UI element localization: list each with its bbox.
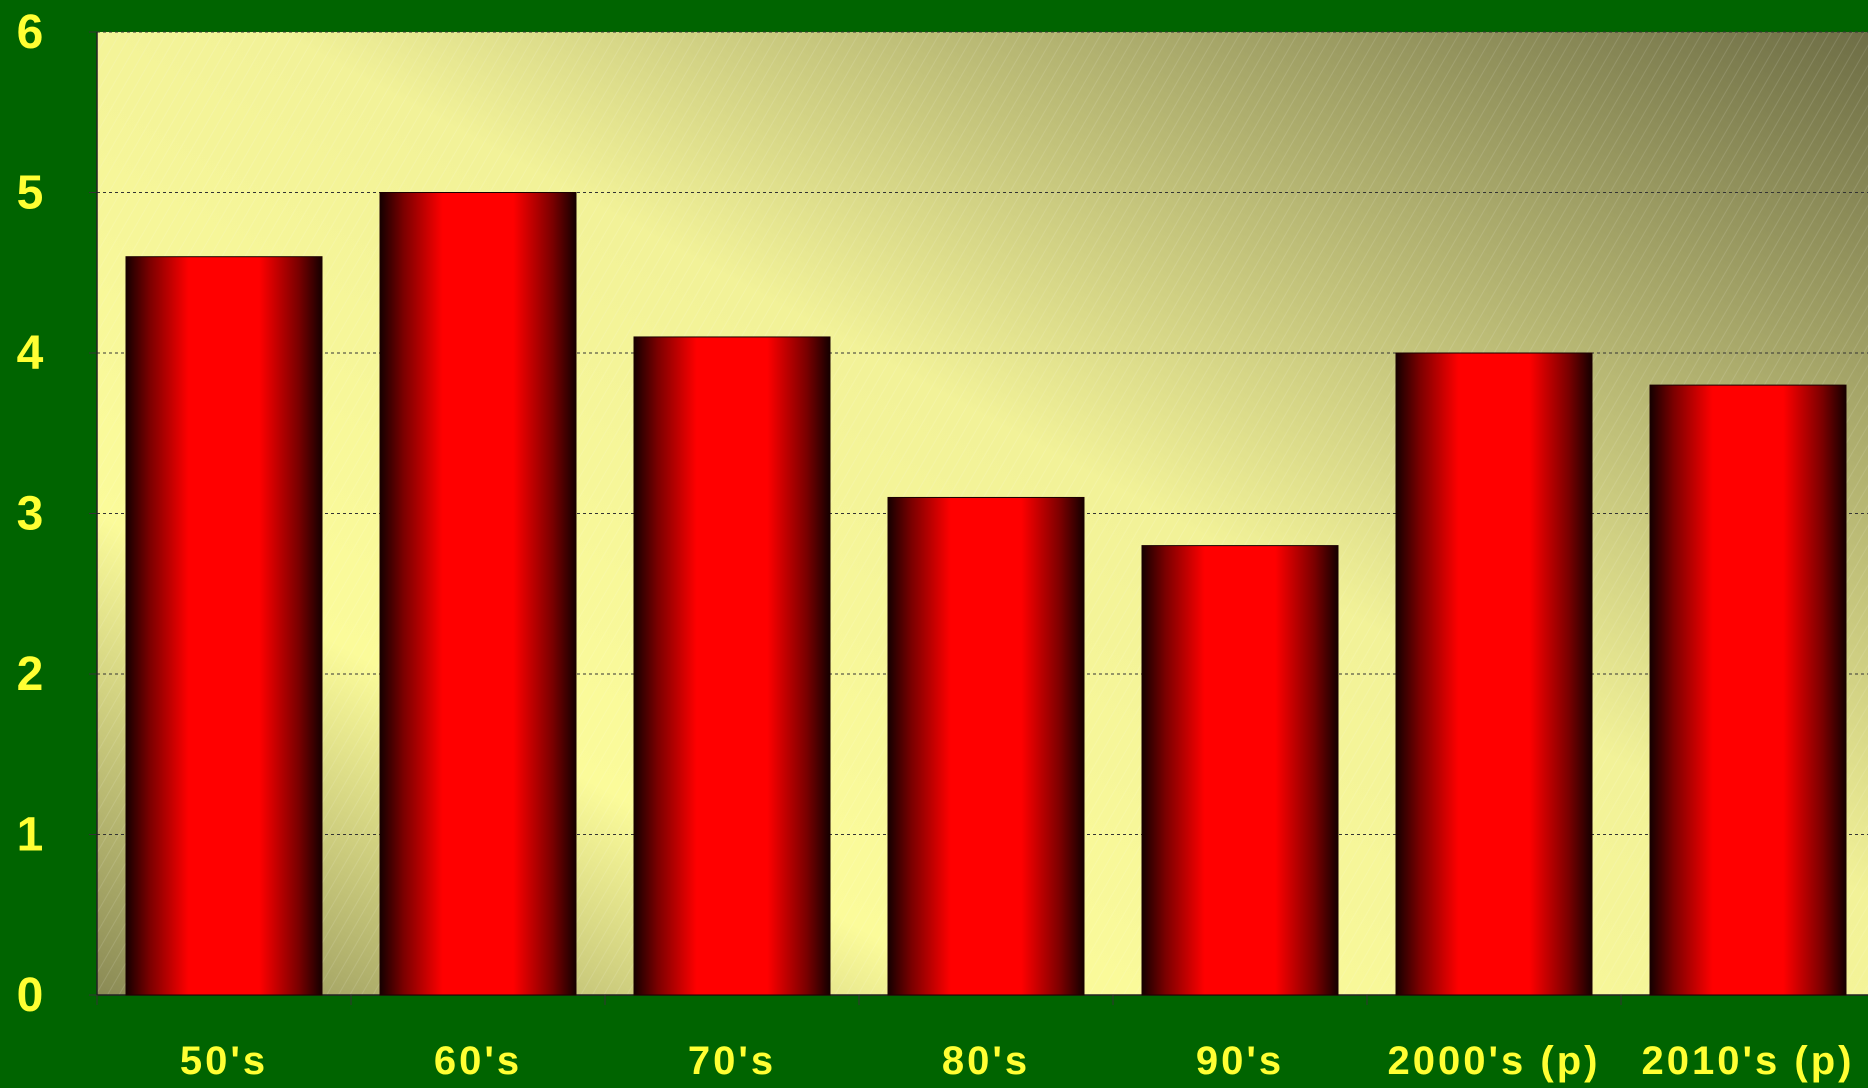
x-tick-label: 80's <box>942 1039 1030 1083</box>
bar-60-s <box>379 192 577 996</box>
bar-70-s <box>633 336 831 996</box>
x-tick-label: 2010's (p) <box>1642 1039 1855 1083</box>
x-tick-label: 60's <box>434 1039 522 1083</box>
y-tick-label: 6 <box>17 6 44 59</box>
x-tick-label: 90's <box>1196 1039 1284 1083</box>
bar-80-s <box>887 496 1085 996</box>
y-tick-labels: 0 1 2 3 4 5 6 <box>17 6 44 1022</box>
x-tick-label: 2000's (p) <box>1388 1039 1601 1083</box>
y-tick-label: 1 <box>17 809 44 862</box>
bar-2000-s-p <box>1395 352 1593 996</box>
y-tick-label: 5 <box>17 167 44 220</box>
y-tick-label: 0 <box>17 969 44 1022</box>
bar-50-s <box>125 256 323 996</box>
bar-90-s <box>1141 545 1339 996</box>
x-tick-labels: 50's 60's 70's 80's 90's 2000's (p) 2010's (p) <box>180 1039 1855 1083</box>
bar-2010-s-p <box>1649 384 1847 996</box>
y-tick-label: 2 <box>17 648 44 701</box>
x-tick-label: 50's <box>180 1039 268 1083</box>
y-tick-label: 4 <box>17 327 44 380</box>
y-tick-label: 3 <box>17 488 44 541</box>
bars <box>125 192 1847 996</box>
x-tick-label: 70's <box>688 1039 776 1083</box>
